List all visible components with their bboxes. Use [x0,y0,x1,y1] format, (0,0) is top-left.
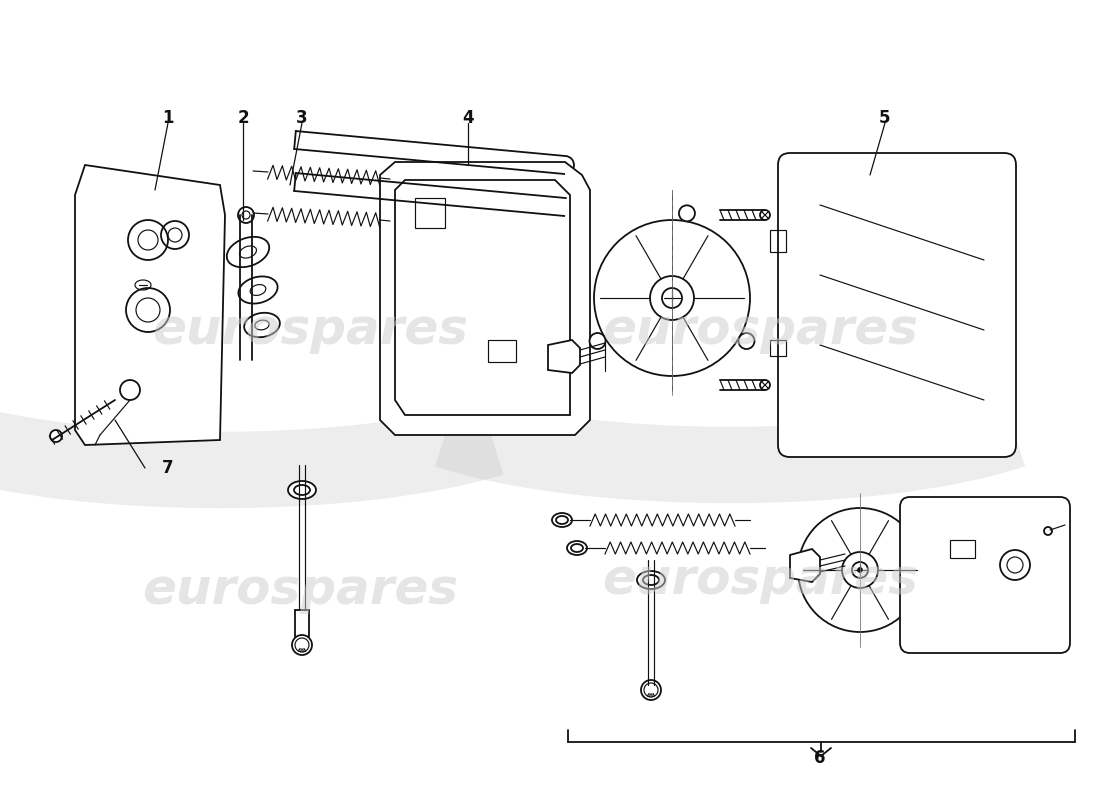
FancyBboxPatch shape [778,153,1016,457]
Polygon shape [379,162,590,435]
Circle shape [50,430,62,442]
Text: 4: 4 [462,109,474,127]
Circle shape [760,210,770,220]
Circle shape [238,207,254,223]
Circle shape [858,568,862,572]
Text: eurospares: eurospares [602,556,918,604]
Text: eurospares: eurospares [152,306,468,354]
Text: 3: 3 [296,109,308,127]
Text: 6: 6 [814,749,826,767]
Circle shape [842,552,878,588]
Bar [770,230,786,252]
Text: 7: 7 [162,459,174,477]
Ellipse shape [239,277,277,303]
Text: 5: 5 [879,109,891,127]
Circle shape [594,220,750,376]
Ellipse shape [294,485,310,495]
Ellipse shape [571,544,583,552]
Circle shape [1000,550,1030,580]
Polygon shape [75,165,226,445]
Circle shape [760,380,770,390]
Ellipse shape [288,481,316,499]
Circle shape [650,276,694,320]
Ellipse shape [566,541,587,555]
Bar [950,540,975,558]
Text: 1: 1 [163,109,174,127]
Polygon shape [790,549,820,582]
Text: eurospares: eurospares [602,306,918,354]
Text: eurospares: eurospares [142,566,458,614]
Ellipse shape [244,313,279,338]
Circle shape [292,635,312,655]
Bar [770,340,786,356]
Polygon shape [548,340,580,373]
Text: 2: 2 [238,109,249,127]
Circle shape [590,333,605,349]
Circle shape [798,508,922,632]
Ellipse shape [227,237,270,267]
Ellipse shape [637,571,666,589]
FancyBboxPatch shape [900,497,1070,653]
Bar [415,198,446,228]
Bar [488,340,516,362]
Circle shape [641,680,661,700]
Ellipse shape [644,575,659,585]
Ellipse shape [552,513,572,527]
Circle shape [679,206,695,222]
Circle shape [1044,527,1052,535]
Ellipse shape [556,516,568,524]
Circle shape [738,333,755,349]
